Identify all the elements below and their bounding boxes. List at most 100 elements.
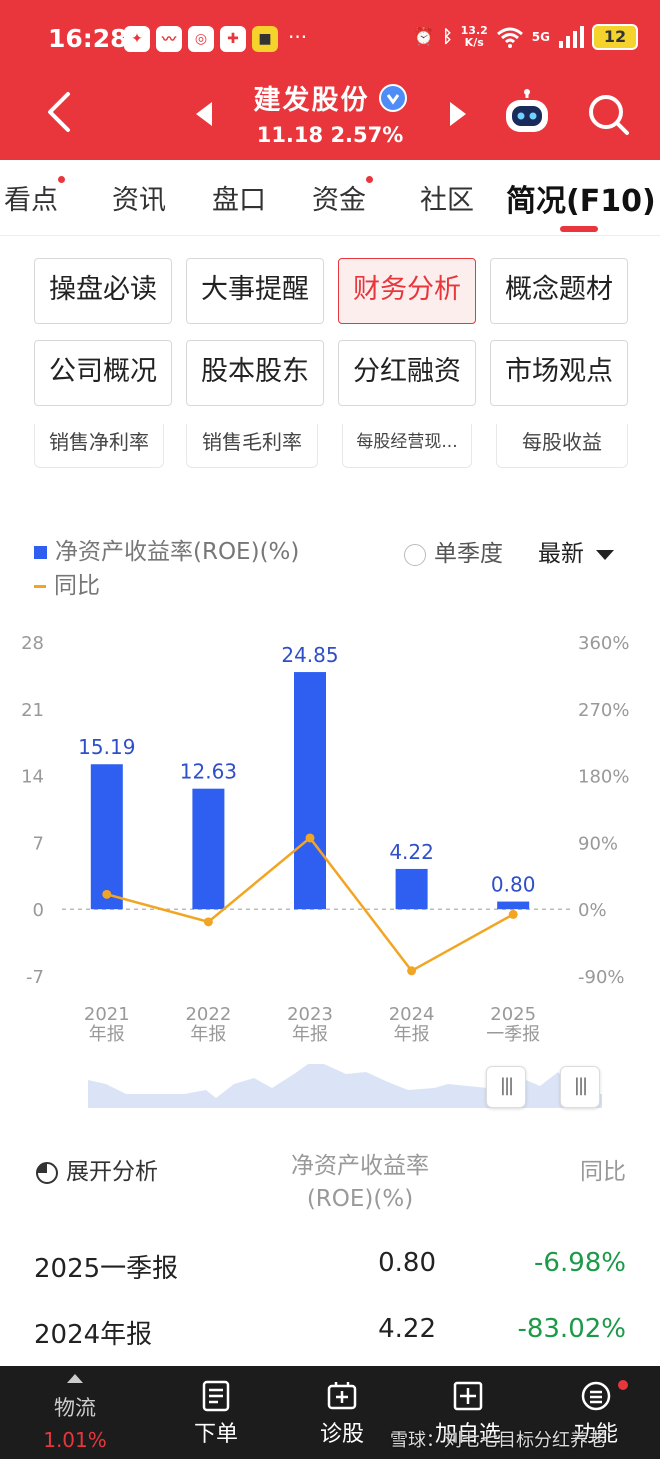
chevron-down-icon (596, 549, 614, 560)
subtab-eps[interactable]: 每股收益 (496, 424, 628, 468)
next-stock-button[interactable] (446, 100, 470, 128)
roe-bar-label: 0.80 (491, 873, 536, 897)
status-bar: 16:28 ✦ 〰 ◎ ✚ ■ ··· ⏰ ᛒ 13.2 K/s 5G (0, 18, 660, 62)
tab-funds[interactable]: 资金 (312, 176, 373, 217)
table-row[interactable]: 2024年报 4.22 -83.02% (0, 1300, 660, 1360)
sector-logistics-button[interactable]: 物流 1.01% (0, 1366, 150, 1459)
menu-market-views[interactable]: 市场观点 (490, 340, 628, 406)
net-speed: 13.2 K/s (461, 25, 488, 49)
left-axis-tick: 7 (33, 833, 44, 854)
left-axis-tick: 0 (33, 900, 44, 921)
order-label: 下单 (193, 1422, 238, 1447)
yoy-point (508, 909, 518, 919)
expand-analysis-button[interactable]: 展开分析 (34, 1152, 158, 1186)
alarm-icon: ⏰ (413, 27, 435, 47)
battery-indicator: 12 (592, 24, 638, 50)
roe-bar-label: 15.19 (78, 735, 135, 759)
tab-label: 资讯 (112, 185, 166, 216)
radio-icon (404, 543, 426, 566)
single-quarter-toggle[interactable]: 单季度 (404, 534, 503, 568)
functions-button[interactable]: 功能 (536, 1366, 656, 1459)
row-roe-value: 4.22 (378, 1314, 436, 1344)
tab-quotes[interactable]: 盘口 (212, 178, 266, 217)
range-handle-left[interactable]: ||| (486, 1066, 526, 1108)
tab-community[interactable]: 社区 (420, 178, 474, 217)
menu-financial-analysis[interactable]: 财务分析 (338, 258, 476, 324)
bluetooth-icon: ᛒ (442, 27, 453, 47)
active-tab-indicator (560, 226, 598, 232)
legend-line-swatch (34, 585, 46, 588)
sector-change: 1.01% (43, 1428, 107, 1452)
net-speed-unit: K/s (464, 36, 484, 49)
roe-bar-label: 12.63 (180, 760, 237, 784)
main-tabs: 看点 资讯 盘口 资金 社区 简况(F10) (0, 160, 660, 236)
search-icon[interactable] (586, 92, 630, 136)
chart-range-slider[interactable]: ||| ||| (88, 1064, 602, 1110)
roe-chart: 28 21 14 7 0 -7 360% 270% 180% 90% 0% -90% 15.19 12.6… (21, 633, 629, 1045)
menu-dividends[interactable]: 分红融资 (338, 340, 476, 406)
stock-title: 建发股份 11.18 2.57% (220, 78, 440, 147)
roe-bar (90, 764, 123, 910)
left-axis-tick: 14 (21, 767, 44, 788)
range-overview (88, 1064, 602, 1108)
diagnose-button[interactable]: 诊股 (282, 1366, 402, 1459)
menu-icon (581, 1381, 611, 1411)
wifi-icon (496, 27, 523, 48)
x-axis-tick-type: 年报 (292, 1024, 328, 1045)
tab-f10[interactable]: 简况(F10) (506, 176, 656, 220)
row-yoy-value: -83.02% (517, 1314, 626, 1344)
tab-dot (58, 176, 65, 183)
x-axis-tick-type: 年报 (190, 1024, 226, 1045)
net-speed-value: 13.2 (460, 24, 488, 37)
pie-chart-icon (36, 1161, 58, 1184)
menu-trading-guide[interactable]: 操盘必读 (34, 258, 172, 324)
yoy-point (102, 889, 112, 899)
menu-events[interactable]: 大事提醒 (186, 258, 324, 324)
left-axis-tick: 21 (21, 700, 44, 721)
functions-label: 功能 (573, 1422, 618, 1447)
roe-bar (497, 901, 530, 910)
watermark: 雪球：刘七七目标分红养老 (390, 1430, 606, 1451)
back-button[interactable] (40, 88, 80, 136)
left-axis-tick: -7 (26, 967, 44, 988)
wechat-icon: ◎ (188, 26, 214, 52)
roe-bar (294, 672, 326, 910)
roe-bar-label: 4.22 (389, 840, 434, 864)
x-axis-tick-year: 2024 (389, 1004, 435, 1025)
app-badge-icon: ■ (252, 26, 278, 52)
subtab-gross-margin[interactable]: 销售毛利率 (186, 424, 318, 468)
legend-roe-label: 净资产收益率(ROE)(%) (55, 539, 300, 565)
range-handle-right[interactable]: ||| (560, 1066, 600, 1108)
network-type: 5G (531, 30, 550, 44)
legend-roe: 净资产收益率(ROE)(%) (34, 532, 299, 566)
subtab-operating-cf[interactable]: 每股经营现... (342, 424, 472, 468)
status-time: 16:28 (48, 24, 128, 53)
tab-news[interactable]: 资讯 (112, 178, 166, 217)
add-watchlist-button[interactable]: 加自选 (408, 1366, 528, 1459)
ai-robot-icon[interactable] (502, 88, 552, 136)
tab-highlights[interactable]: 看点 (4, 176, 65, 217)
single-quarter-label: 单季度 (434, 541, 503, 567)
bottom-action-bar: 物流 1.01% 下单 诊股 加自选 (0, 1366, 660, 1459)
roe-bar (395, 868, 428, 910)
col-header-roe-line1: 净资产收益率 (291, 1153, 429, 1179)
tplink-icon: ✚ (220, 26, 246, 52)
stock-name: 建发股份 (253, 85, 370, 116)
subtab-net-margin[interactable]: 销售净利率 (34, 424, 164, 468)
system-status: ⏰ ᛒ 13.2 K/s 5G 12 (413, 24, 638, 50)
x-axis-tick-year: 2021 (84, 1004, 130, 1025)
menu-concepts[interactable]: 概念题材 (490, 258, 628, 324)
period-dropdown[interactable]: 最新 (538, 534, 614, 568)
tab-label: 社区 (420, 185, 474, 216)
order-button[interactable]: 下单 (156, 1366, 276, 1459)
prev-stock-button[interactable] (192, 100, 216, 128)
expand-analysis-label: 展开分析 (66, 1159, 158, 1185)
chart-app-icon: 〰 (156, 26, 182, 52)
yoy-point (203, 917, 213, 927)
diagnose-label: 诊股 (319, 1422, 364, 1447)
row-yoy-value: -6.98% (534, 1248, 626, 1278)
menu-shareholders[interactable]: 股本股东 (186, 340, 324, 406)
table-row[interactable]: 2025一季报 0.80 -6.98% (0, 1234, 660, 1294)
sector-name: 物流 (54, 1396, 96, 1420)
menu-company-profile[interactable]: 公司概况 (34, 340, 172, 406)
